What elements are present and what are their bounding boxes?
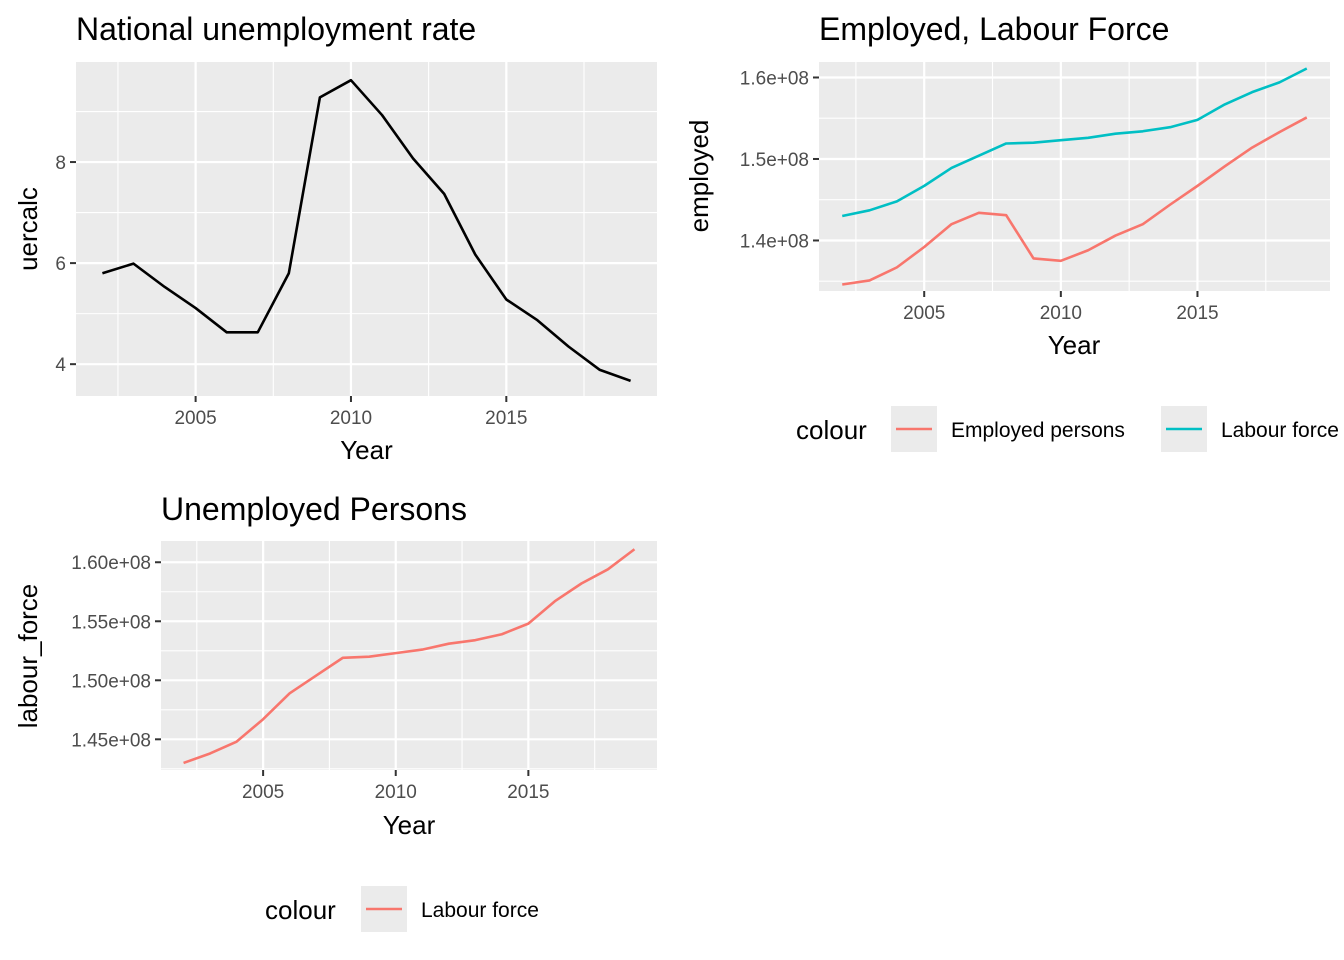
employed-labour-force-panel: Employed, Labour Force 2005 2010 2015 1.4e+… (684, 11, 1339, 452)
x-tick-label: 2010 (1040, 303, 1082, 324)
y-tick-label: 4 (55, 355, 66, 376)
x-axis-title: Year (383, 810, 436, 840)
axis-ticks: 2005 2010 2015 1.45e+08 1.50e+08 1.55e+08 1.60… (71, 553, 549, 803)
unemployment-rate-panel: National unemployment rate 2005 2010 2015 4… (13, 11, 657, 465)
x-tick-label: 2005 (174, 408, 216, 429)
x-tick-label: 2010 (330, 408, 372, 429)
series-line (842, 116, 1308, 286)
series-lines (102, 78, 632, 383)
series-line (102, 78, 632, 383)
y-tick-label: 1.60e+08 (71, 553, 151, 574)
series-line (183, 548, 636, 765)
plot-area (161, 541, 657, 770)
legend-label: Employed persons (951, 419, 1125, 442)
x-axis-title: Year (1048, 330, 1101, 360)
axis-ticks: 2005 2010 2015 1.4e+08 1.5e+08 1.6e+08 (740, 68, 1219, 324)
x-tick-label: 2015 (507, 782, 549, 803)
x-axis-title: Year (340, 435, 393, 465)
legend-item-labour-force: Labour force (361, 886, 539, 932)
axis-ticks: 2005 2010 2015 4 6 8 (55, 153, 527, 429)
chart-title: Unemployed Persons (161, 491, 467, 527)
x-tick-label: 2005 (242, 782, 284, 803)
x-tick-label: 2015 (485, 408, 527, 429)
y-tick-label: 1.6e+08 (740, 68, 809, 89)
legend-label: Labour force (1221, 419, 1339, 442)
unemployed-persons-panel: Unemployed Persons 2005 2010 2015 1.45e+08 1… (13, 491, 657, 932)
series-lines (841, 67, 1308, 286)
legend-title: colour (796, 415, 867, 445)
y-tick-label: 1.5e+08 (740, 150, 809, 171)
y-tick-label: 1.4e+08 (740, 231, 809, 252)
major-grid (161, 541, 657, 770)
y-axis-title: labour_force (13, 584, 43, 729)
legend-item-labour-force: Labour force (1161, 406, 1339, 452)
chart-title: Employed, Labour Force (819, 11, 1169, 47)
chart-title: National unemployment rate (76, 11, 476, 47)
legend-title: colour (265, 895, 336, 925)
major-grid (76, 62, 657, 396)
series-lines (183, 548, 636, 765)
minor-grid (76, 62, 657, 396)
y-tick-label: 8 (55, 153, 66, 174)
y-tick-label: 1.45e+08 (71, 730, 151, 751)
series-line (841, 67, 1308, 218)
y-tick-label: 1.50e+08 (71, 671, 151, 692)
y-tick-label: 1.55e+08 (71, 612, 151, 633)
plot-area (76, 62, 657, 396)
legend: colour Employed persons Labour force (796, 406, 1339, 452)
x-tick-label: 2005 (903, 303, 945, 324)
major-grid (819, 62, 1330, 291)
x-tick-label: 2015 (1176, 303, 1218, 324)
x-tick-label: 2010 (375, 782, 417, 803)
legend-item-employed-persons: Employed persons (891, 406, 1125, 452)
y-tick-label: 6 (55, 254, 66, 275)
y-axis-title: employed (684, 120, 714, 233)
plot-area (819, 62, 1330, 291)
minor-grid (819, 62, 1330, 291)
y-axis-title: uercalc (13, 187, 43, 271)
legend: colour Labour force (265, 886, 539, 932)
legend-label: Labour force (421, 899, 539, 922)
